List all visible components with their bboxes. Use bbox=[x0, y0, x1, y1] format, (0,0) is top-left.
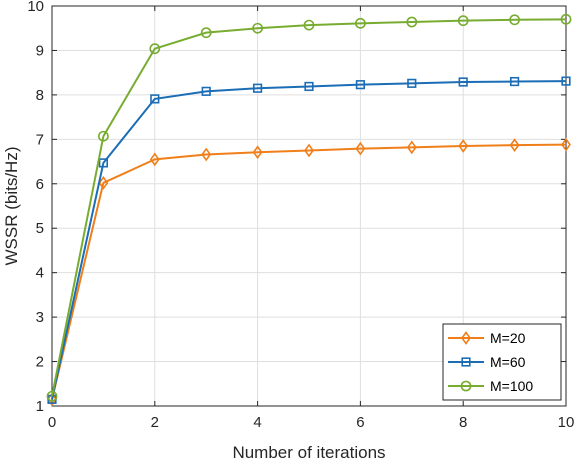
data-point bbox=[407, 78, 417, 88]
series-layer bbox=[46, 13, 572, 407]
y-tick-label: 1 bbox=[36, 398, 44, 415]
x-tick-label: 6 bbox=[356, 414, 364, 431]
y-tick-label: 3 bbox=[36, 309, 44, 326]
data-point bbox=[303, 19, 315, 31]
data-point bbox=[406, 16, 418, 28]
data-point bbox=[98, 130, 109, 142]
x-tick-label: 4 bbox=[253, 414, 261, 431]
data-point bbox=[304, 143, 314, 158]
y-tick-label: 7 bbox=[36, 131, 44, 148]
data-point bbox=[252, 22, 263, 34]
data-point bbox=[355, 80, 366, 90]
y-tick-label: 2 bbox=[36, 354, 44, 371]
legend-label: M=20 bbox=[490, 330, 526, 346]
legend-item: M=100 bbox=[448, 378, 533, 394]
data-point bbox=[98, 158, 108, 168]
data-point bbox=[201, 147, 212, 162]
data-point bbox=[200, 27, 212, 39]
data-point bbox=[253, 83, 263, 93]
legend-item: M=20 bbox=[448, 330, 526, 346]
y-tick-label: 5 bbox=[36, 220, 44, 237]
y-tick-label: 6 bbox=[36, 176, 44, 193]
data-point bbox=[252, 145, 263, 160]
y-tick-label: 4 bbox=[36, 265, 44, 282]
data-point bbox=[457, 15, 469, 27]
data-point bbox=[561, 137, 571, 152]
data-point bbox=[560, 13, 572, 25]
data-point bbox=[406, 140, 417, 155]
legend-marker bbox=[461, 357, 471, 367]
data-point bbox=[509, 76, 520, 87]
x-tick-label: 8 bbox=[459, 414, 467, 431]
plot-frame bbox=[51, 5, 567, 407]
data-point bbox=[304, 81, 314, 92]
x-tick-label: 10 bbox=[558, 414, 574, 431]
y-tick-label: 9 bbox=[36, 42, 44, 59]
y-tick-label: 8 bbox=[36, 87, 44, 104]
legend: M=20 M=60 M=100 bbox=[442, 323, 562, 401]
data-point bbox=[509, 138, 520, 152]
data-point bbox=[355, 141, 366, 156]
data-point bbox=[46, 390, 58, 402]
series-line bbox=[51, 80, 567, 400]
y-tick-label: 10 bbox=[27, 0, 44, 15]
data-point bbox=[201, 86, 211, 96]
data-point bbox=[561, 76, 571, 86]
legend-item: M=60 bbox=[448, 354, 526, 370]
series-line bbox=[51, 18, 567, 397]
data-point bbox=[458, 77, 468, 87]
series-m-20 bbox=[47, 137, 571, 407]
x-tick-label: 0 bbox=[48, 414, 56, 431]
data-point bbox=[149, 43, 161, 55]
legend-marker bbox=[460, 380, 472, 392]
y-axis-title: WSSR (bits/Hz) bbox=[2, 147, 21, 266]
data-point bbox=[149, 152, 160, 167]
data-point bbox=[458, 139, 469, 153]
data-point bbox=[150, 94, 160, 104]
grid bbox=[52, 6, 566, 406]
data-point bbox=[354, 17, 366, 29]
series-line bbox=[51, 143, 567, 400]
series-m-100 bbox=[46, 13, 572, 402]
x-axis-title: Number of iterations bbox=[232, 443, 385, 462]
data-point bbox=[47, 392, 57, 407]
legend-label: M=60 bbox=[490, 354, 526, 370]
legend-label: M=100 bbox=[490, 378, 533, 394]
x-tick-label: 2 bbox=[151, 414, 159, 431]
legend-marker bbox=[461, 331, 471, 345]
data-point bbox=[98, 176, 109, 190]
data-point bbox=[509, 14, 520, 26]
